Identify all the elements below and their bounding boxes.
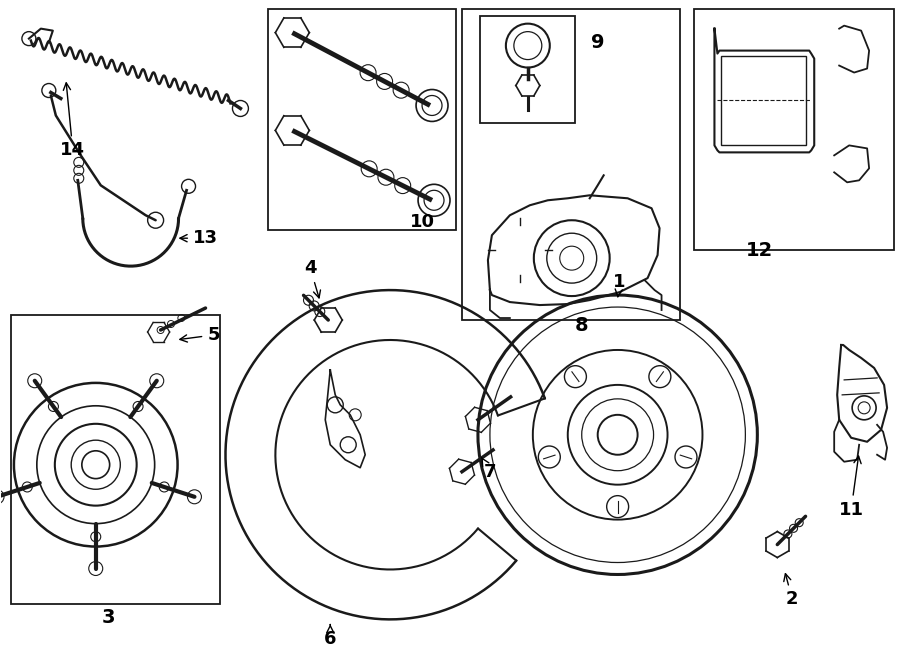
Text: 10: 10 <box>410 213 435 231</box>
Text: 9: 9 <box>591 33 605 52</box>
Text: 14: 14 <box>60 83 86 160</box>
Text: 8: 8 <box>575 316 589 334</box>
Text: 11: 11 <box>839 456 864 518</box>
Bar <box>462 9 680 320</box>
Bar <box>722 56 806 146</box>
Text: 2: 2 <box>784 574 798 608</box>
Text: 13: 13 <box>180 229 218 247</box>
Bar <box>695 9 894 250</box>
Bar <box>268 9 456 230</box>
Text: 1: 1 <box>614 273 626 297</box>
Text: 3: 3 <box>102 608 115 627</box>
Bar <box>11 315 220 604</box>
Text: 5: 5 <box>180 326 220 344</box>
Text: 7: 7 <box>482 457 496 481</box>
Text: 6: 6 <box>324 625 337 648</box>
Bar <box>480 16 575 123</box>
Text: 4: 4 <box>304 259 320 298</box>
Text: 12: 12 <box>746 241 773 260</box>
